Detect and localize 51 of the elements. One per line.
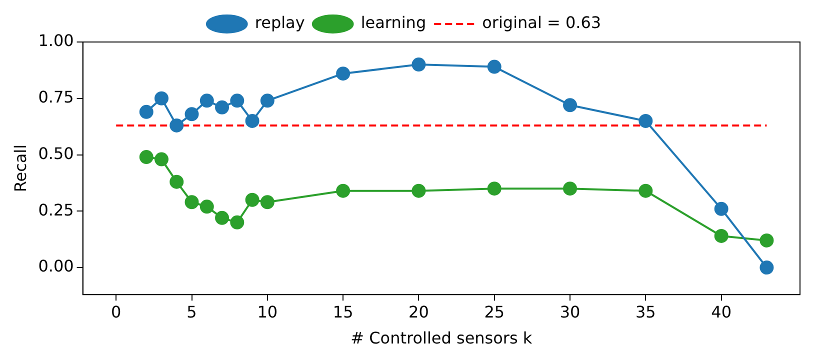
point [336,66,350,81]
legend-label: original = 0.63 [482,13,602,32]
point [714,228,728,243]
point [139,104,154,119]
x-tick-label: 10 [257,302,278,322]
y-tick-label: 0.25 [38,200,74,220]
y-tick-label: 0.75 [38,88,74,107]
point [154,152,169,166]
point [245,114,260,128]
point [563,182,578,196]
point [154,91,169,106]
point [260,94,274,108]
point [200,200,214,214]
x-tick-label: 40 [711,302,732,322]
point [487,60,502,74]
legend-label: replay [254,13,305,32]
point [230,215,244,230]
point [260,195,274,210]
point [170,118,184,132]
point [230,94,244,108]
x-tick-label: 15 [332,302,354,322]
y-tick-label: 1.00 [38,31,74,50]
point [139,150,154,164]
x-tick-label: 0 [111,302,122,322]
point [412,58,426,72]
point [170,174,184,189]
point [336,184,350,198]
point [184,107,199,122]
point [638,114,653,128]
point [412,184,426,198]
legend-label: learning [360,13,426,32]
y-tick-label: 0.50 [38,144,74,163]
point [487,182,502,196]
x-tick-label: 25 [484,302,505,322]
point [245,192,260,207]
x-tick-label: 30 [560,302,580,322]
point [760,260,774,275]
x-axis-title: # Controlled sensors k [350,328,533,348]
point [638,184,653,198]
x-tick-label: 20 [408,302,429,322]
point [215,210,230,225]
y-tick-label: 0.00 [38,256,74,276]
point [215,100,230,114]
x-tick-label: 5 [186,302,197,322]
y-axis-title: Recall [10,144,30,192]
point [714,202,728,216]
point [200,94,214,108]
x-tick-label: 35 [635,302,656,322]
point [184,195,199,210]
point [760,233,774,248]
point [563,98,578,112]
